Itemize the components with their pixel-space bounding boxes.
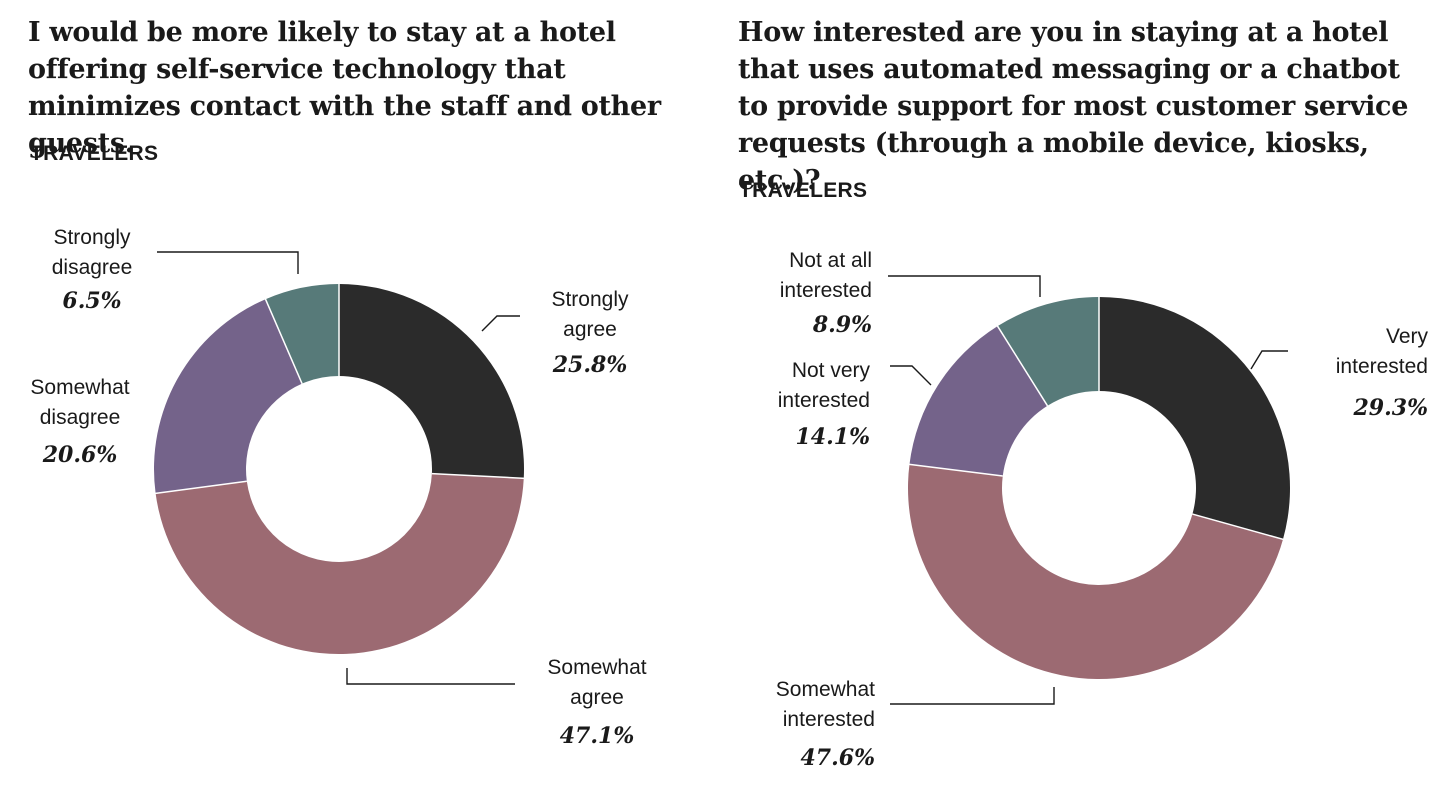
slice-separator [431,472,525,480]
slice-label-line: Somewhat [776,678,875,701]
slice-label-line: Somewhat [30,376,129,399]
leader-line [157,251,299,274]
slice-value-strongly-disagree: 6.5% [62,288,121,314]
leader-line [890,687,1055,705]
slice-value-somewhat-disagree: 20.6% [42,442,118,468]
leader-line [890,365,932,386]
leader-line [1250,350,1288,370]
slice-value-very-interested: 29.3% [1353,395,1429,421]
slice-value-not-very-interested: 14.1% [796,424,871,450]
slice-label-somewhat-disagree: Somewhat disagree [30,376,129,429]
slice-separator [264,297,303,384]
slice-label-strongly-disagree: Strongly disagree [52,226,133,279]
slice-label-line: Strongly [551,288,629,311]
slice-label-line: interested [783,708,875,731]
slice-label-not-at-all-interested: Not at all interested [780,249,872,302]
slice-somewhat-interested [908,464,1283,680]
slice-separator [1192,513,1285,541]
chart-subtitle: TRAVELERS [739,179,868,202]
slice-label-very-interested: Very interested [1336,325,1429,378]
slice-label-line: disagree [52,256,133,279]
slice-value-somewhat-interested: 47.6% [801,745,876,771]
slice-label-line: Somewhat [547,656,646,679]
slice-label-line: Not at all [789,249,872,272]
slice-label-line: Strongly [53,226,131,249]
donut-chart-self-service: Strongly agree 25.8% Somewhat agree 47.1% Some… [30,226,646,749]
slice-label-line: agree [570,686,624,709]
slice-value-strongly-agree: 25.8% [552,352,628,378]
chart-panel-hotel-self-service: Strongly agree 25.8% Somewhat agree 47.1% Some… [28,17,661,749]
slice-label-line: interested [780,279,872,302]
slice-label-line: Not very [792,359,871,382]
slice-separator [154,480,247,495]
slice-separator [996,324,1049,407]
slice-not-very-interested [909,326,1048,476]
slice-somewhat-agree [155,473,524,655]
slice-separator [908,463,1003,477]
chart-title: I would be more likely to stay at a hote… [28,17,661,159]
slice-somewhat-disagree [154,299,303,494]
slice-very-interested [1099,297,1290,540]
slice-strongly-agree [339,284,524,479]
slice-label-somewhat-agree: Somewhat agree [547,656,646,709]
slice-strongly-disagree [265,284,339,384]
chart-panel-hotel-chatbot: Very interested 29.3% Somewhat interested 47.… [720,0,1440,804]
slice-not-at-all-interested [997,297,1099,406]
leader-line [346,668,515,685]
slice-label-strongly-agree: Strongly agree [551,288,629,341]
chart-title: How interested are you in staying at a h… [738,17,1409,196]
slice-label-line: Very [1386,325,1429,348]
slice-label-somewhat-interested: Somewhat interested [776,678,875,731]
chart-subtitle: TRAVELERS [30,142,159,165]
leader-line [888,275,1041,297]
slice-label-line: agree [563,318,617,341]
donut-chart-chatbot: Very interested 29.3% Somewhat interested 47.… [776,249,1429,771]
slice-label-not-very-interested: Not very interested [778,359,871,412]
slice-value-somewhat-agree: 47.1% [560,723,635,749]
slice-label-line: interested [1336,355,1428,378]
slice-label-line: disagree [40,406,121,429]
leader-line [481,315,520,332]
slice-value-not-at-all-interested: 8.9% [812,312,872,338]
slice-label-line: interested [778,389,870,412]
